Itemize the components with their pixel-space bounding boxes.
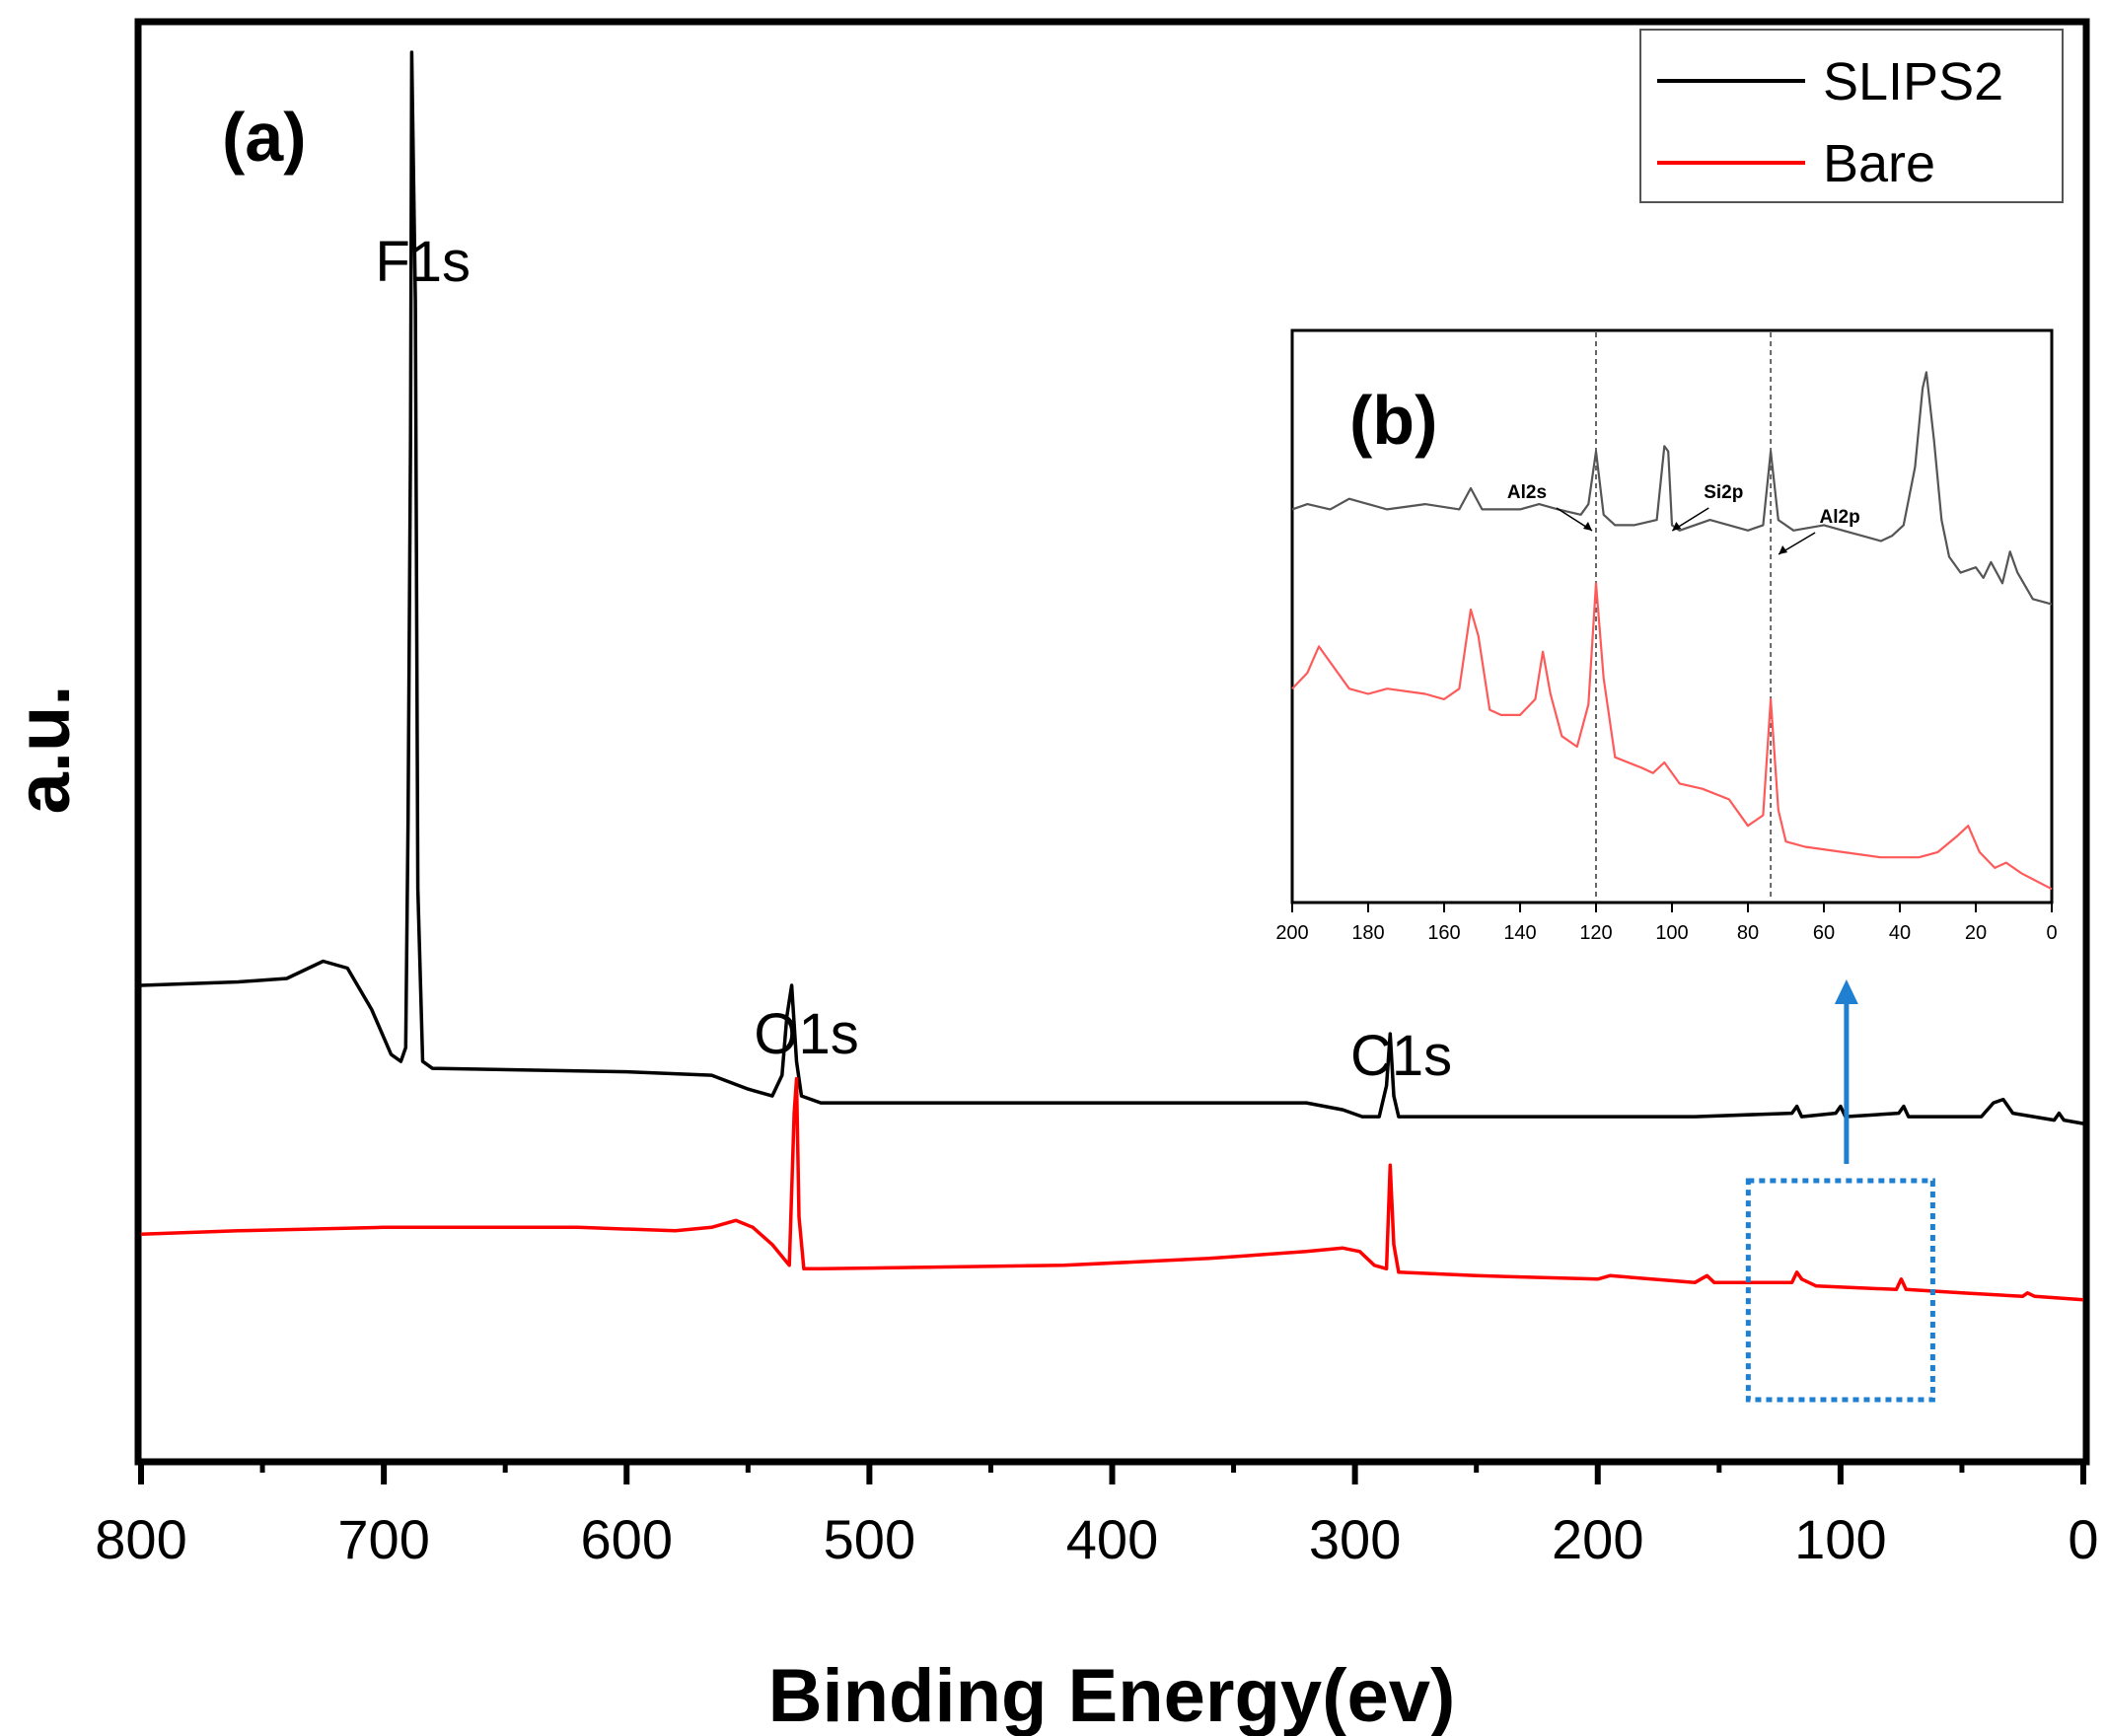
x-tick-label: 100 [1794,1508,1886,1570]
main-series-group [140,50,2084,1302]
y-axis-title: a.u. [2,686,86,815]
series-line-slips2 [140,50,2084,1125]
zoom-arrowhead [1834,979,1858,1004]
inset-x-tick-label: 200 [1275,922,1308,944]
x-tick-label: 600 [581,1508,673,1570]
inset-x-tick-label: 140 [1503,922,1536,944]
legend-label-bare: Bare [1823,134,1935,193]
x-tick-label: 700 [337,1508,429,1570]
zoom-box [1745,1178,1935,1403]
x-tick-label: 0 [2068,1508,2098,1570]
inset-x-tick-label: 60 [1813,922,1835,944]
inset-x-tick-label: 160 [1427,922,1460,944]
legend-box [1639,29,2064,203]
inset-x-tick-label: 20 [1965,922,1987,944]
inset-series-line-slips2 [1291,371,2053,606]
inset-x-tick-label: 0 [2046,922,2057,944]
series-line-bare [140,1076,2084,1302]
peak-label-o1s: O1s [754,1002,858,1066]
inset-x-tick-label: 80 [1737,922,1759,944]
inset-peak-pointer-head [1779,545,1788,554]
inset-frame [1290,328,2054,904]
zoom-indicator [1745,979,1935,1403]
inset-panel: 200 180 160 140 120 100 80 60 40 20 0 Al2s Si2pAl2p… [1275,328,2058,944]
x-tick-label: 400 [1066,1508,1158,1570]
x-tick-label: 800 [95,1508,186,1570]
legend-label-slips2: SLIPS2 [1823,52,2003,111]
main-x-axis: 800 700 600 500 400 300 200 100 0 [95,1459,2099,1570]
inset-x-tick-label: 40 [1889,922,1911,944]
x-axis-title: Binding Energy(ev) [768,1654,1456,1736]
inset-peak-pointer-head [1583,522,1592,531]
inset-peak-label-al2p: Al2p [1820,507,1860,528]
peak-label-f1s: F1s [375,230,471,294]
inset-series-group [1291,371,2053,891]
inset-series-line-bare [1291,582,2053,891]
inset-peak-labels: Al2s Si2p Al2p [1507,482,1860,555]
inset-reference-lines [1595,332,1773,901]
inset-peak-pointer-head [1672,522,1682,531]
inset-x-tick-label: 100 [1655,922,1688,944]
x-tick-label: 500 [824,1508,915,1570]
inset-peak-label-si2p: Si2p [1704,482,1743,503]
panel-label-a: (a) [222,99,307,176]
inset-x-axis: 200 180 160 140 120 100 80 60 40 20 0 [1275,903,2058,944]
inset-x-tick-label: 120 [1579,922,1612,944]
x-tick-label: 200 [1552,1508,1643,1570]
x-tick-label: 300 [1309,1508,1401,1570]
inset-peak-label-al2s: Al2s [1507,482,1547,503]
panel-label-b: (b) [1349,382,1437,459]
legend: SLIPS2 Bare [1639,29,2064,203]
main-peak-labels: F1s O1s C1s [375,230,1452,1088]
inset-x-tick-label: 180 [1351,922,1384,944]
peak-label-c1s: C1s [1350,1024,1452,1088]
